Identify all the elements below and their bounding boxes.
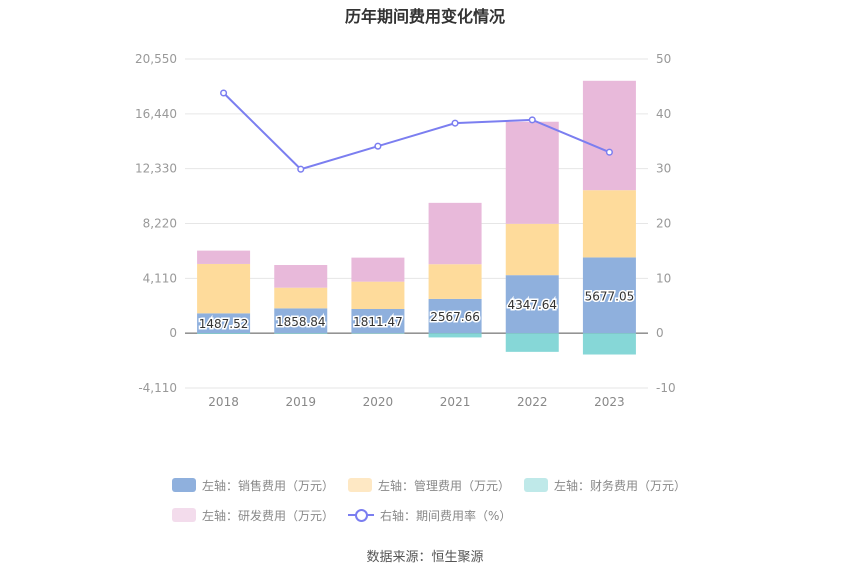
right-axis-tick-label: 40	[656, 107, 671, 121]
bar-finance	[505, 333, 559, 352]
bar-rnd	[428, 202, 482, 265]
right-axis-tick-label: 10	[656, 271, 671, 285]
bar-sales	[428, 298, 482, 334]
x-axis-tick-label: 2019	[285, 395, 316, 409]
bar-finance	[582, 333, 636, 355]
data-label-sales: 2567.66	[430, 310, 480, 324]
point-expense-rate	[605, 148, 613, 156]
line-expense-rate	[222, 92, 610, 171]
x-axis-tick-label: 2023	[594, 395, 625, 409]
legend-label-rate: 右轴：期间费用率（%）	[380, 508, 512, 523]
legend-swatch-rnd	[172, 508, 196, 522]
bar-finance	[197, 333, 251, 334]
legend-item-sales[interactable]: 左轴：销售费用（万元）	[172, 477, 334, 494]
bar-finance	[351, 333, 405, 334]
data-label-sales: 5677.05	[585, 289, 635, 303]
bar-admin	[351, 281, 405, 309]
left-axis-tick-label: 20,550	[135, 52, 177, 66]
bar-sales	[351, 308, 405, 334]
bar-sales	[505, 275, 559, 334]
bar-sales	[274, 308, 328, 334]
bar-rnd	[582, 80, 636, 191]
point-expense-rate	[297, 165, 305, 173]
legend-line-marker-icon	[348, 508, 375, 522]
legend-swatch-admin	[348, 478, 373, 492]
bar-admin	[582, 190, 636, 258]
bar-rnd	[505, 121, 559, 224]
x-axis-tick-label: 2021	[440, 395, 471, 409]
left-axis-tick-label: -4,110	[138, 381, 177, 395]
bar-finance	[428, 333, 482, 338]
legend-item-admin[interactable]: 左轴：管理费用（万元）	[348, 477, 510, 494]
legend-swatch-sales	[172, 478, 196, 492]
legend-label-sales: 左轴：销售费用（万元）	[202, 478, 335, 493]
legend-row-2: 左轴：研发费用（万元） 右轴：期间费用率（%）	[172, 500, 692, 530]
left-axis-tick-label: 12,330	[135, 162, 177, 176]
left-axis-tick-label: 16,440	[135, 107, 177, 121]
data-label-sales: 1811.47	[353, 315, 403, 329]
right-axis-tick-label: 50	[656, 52, 671, 66]
bar-sales	[582, 257, 636, 334]
bar-admin	[197, 263, 251, 314]
right-axis-tick-label: 30	[656, 162, 671, 176]
bar-rnd	[351, 257, 405, 282]
legend-item-rate[interactable]: 右轴：期间费用率（%）	[348, 507, 511, 524]
x-axis-tick-label: 2018	[208, 395, 239, 409]
legend-label-finance: 左轴：财务费用（万元）	[554, 478, 687, 493]
point-expense-rate	[451, 119, 459, 127]
bar-rnd	[197, 250, 251, 264]
bar-sales	[197, 313, 251, 334]
legend-label-rnd: 左轴：研发费用（万元）	[202, 508, 335, 523]
chart-title: 历年期间费用变化情况	[344, 7, 505, 26]
x-axis-tick-label: 2020	[363, 395, 394, 409]
point-expense-rate	[220, 89, 228, 97]
left-axis-tick-label: 0	[169, 326, 177, 340]
legend-item-finance[interactable]: 左轴：财务费用（万元）	[524, 477, 686, 494]
right-axis-tick-label: 0	[656, 326, 664, 340]
left-axis-tick-label: 4,110	[143, 271, 177, 285]
bar-admin	[428, 264, 482, 299]
bar-admin	[505, 223, 559, 276]
source-note: 数据来源：恒生聚源	[366, 550, 484, 565]
bar-finance	[274, 333, 328, 334]
legend-row-1: 左轴：销售费用（万元） 左轴：管理费用（万元） 左轴：财务费用（万元）	[172, 470, 692, 500]
data-label-sales: 4347.64	[507, 298, 557, 312]
legend-item-rnd[interactable]: 左轴：研发费用（万元）	[172, 507, 334, 524]
data-label-sales: 1487.52	[199, 317, 249, 331]
left-axis-tick-label: 8,220	[143, 217, 177, 231]
data-label-sales: 1858.84	[276, 315, 326, 329]
chart-plot: 20,550 50 16,440 40 12,330 30 8,220 20 4,110 10 0 0…	[135, 52, 676, 409]
right-axis-tick-label: -10	[656, 381, 676, 395]
point-expense-rate	[528, 116, 536, 124]
right-axis-tick-label: 20	[656, 217, 671, 231]
legend-swatch-finance	[524, 478, 549, 492]
legend-label-admin: 左轴：管理费用（万元）	[378, 478, 511, 493]
x-axis-tick-label: 2022	[517, 395, 548, 409]
point-expense-rate	[374, 142, 382, 150]
bar-admin	[274, 287, 328, 309]
bar-rnd	[274, 265, 328, 288]
legend: 左轴：销售费用（万元） 左轴：管理费用（万元） 左轴：财务费用（万元） 左轴：研…	[172, 470, 692, 530]
